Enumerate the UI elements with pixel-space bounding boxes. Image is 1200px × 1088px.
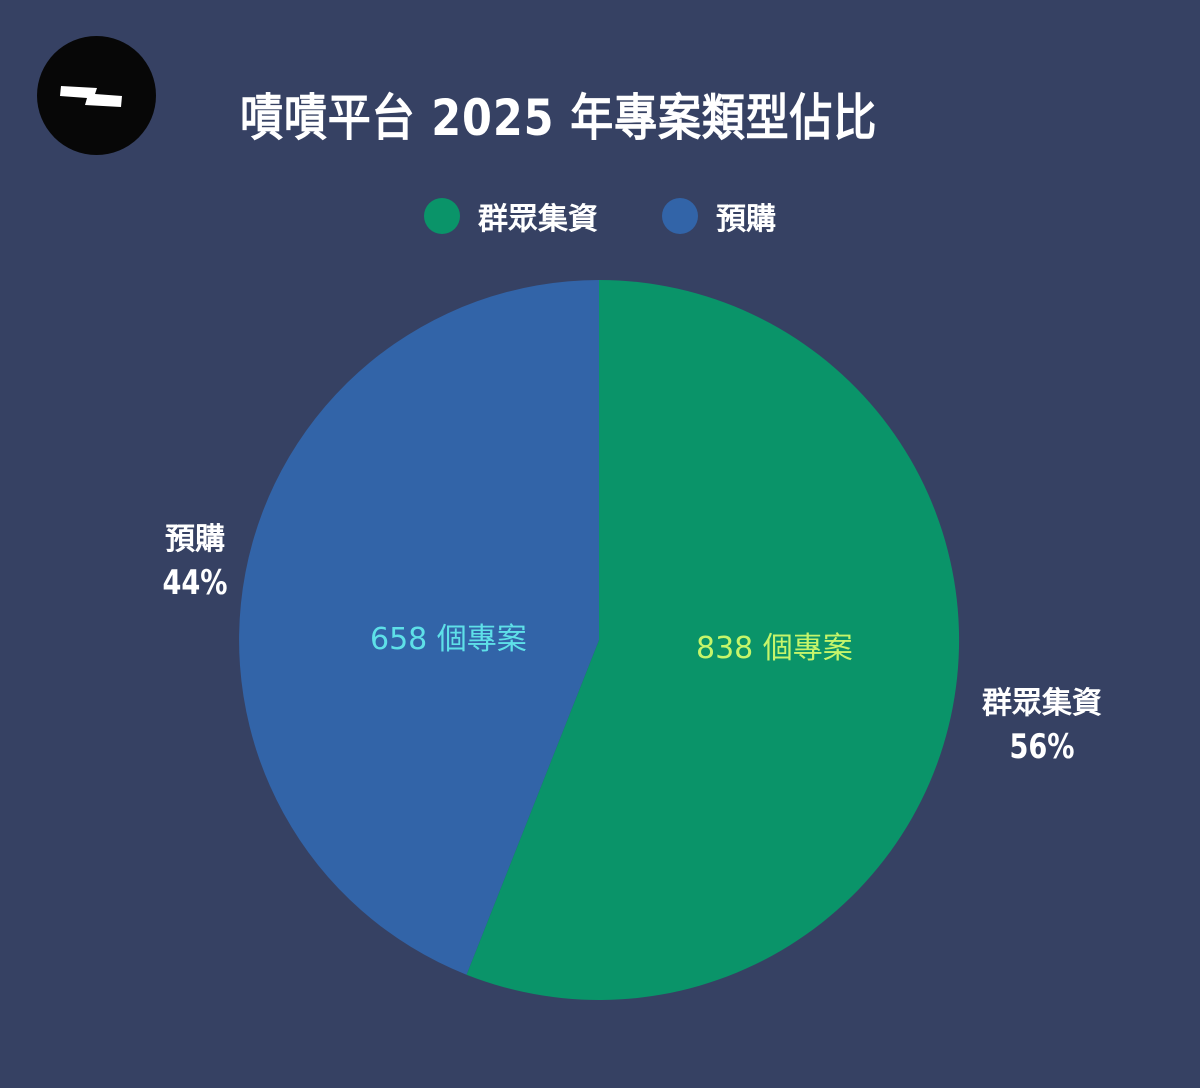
zigzag-logo-icon [60,86,122,107]
pie-slice-preorder [239,280,599,975]
legend: 群眾集資 預購 [0,194,1200,238]
legend-item-crowdfunding: 群眾集資 [424,194,598,238]
slice-percent: 44% [162,562,228,603]
slice-count-crowdfunding: 838 個專案 [696,631,853,666]
outer-label-crowdfunding: 群眾集資 56% [962,684,1122,770]
legend-label: 群眾集資 [478,202,598,237]
outer-label-preorder: 預購 44% [150,520,240,606]
slice-percent: 56% [1009,726,1075,767]
chart-title: 嘖嘖平台 2025 年專案類型佔比 [240,89,878,147]
pie-slice-crowdfunding [466,279,960,1000]
legend-label: 預購 [716,202,776,237]
slice-name: 預購 [165,522,225,557]
slice-name: 群眾集資 [982,686,1102,721]
legend-swatch-green [424,198,460,234]
legend-swatch-blue [662,198,698,234]
logo [37,36,156,155]
slice-count-preorder: 658 個專案 [370,622,527,657]
legend-item-preorder: 預購 [662,194,776,238]
